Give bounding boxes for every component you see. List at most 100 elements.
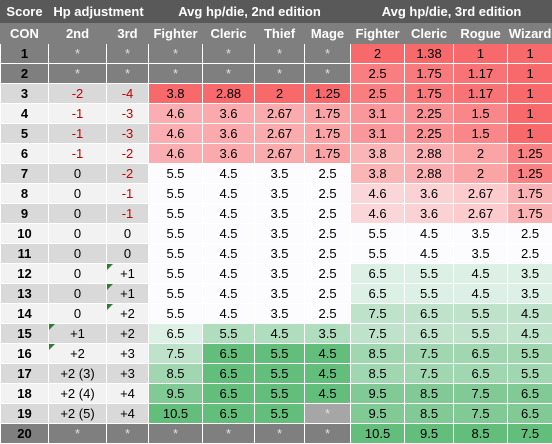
avg-3rd-cell: 3.1 (351, 104, 405, 124)
avg-3rd-cell: 4.6 (351, 184, 405, 204)
adj-3rd-cell: -2 (107, 144, 149, 164)
avg-3rd-cell: 2.5 (508, 244, 552, 264)
avg-3rd-cell: 2.67 (454, 184, 508, 204)
adj-2nd-cell: +2 (5) (49, 404, 107, 424)
score-cell: 14 (1, 304, 49, 324)
avg-2nd-cell: 5.5 (255, 364, 305, 384)
avg-2nd-cell: 3.5 (255, 204, 305, 224)
avg-2nd-cell: 5.5 (149, 264, 203, 284)
adj-2nd-cell: -1 (49, 104, 107, 124)
adj-2nd-cell: +2 (3) (49, 364, 107, 384)
avg-2nd-cell: 5.5 (149, 164, 203, 184)
avg-2nd-cell: 6.5 (203, 404, 255, 424)
avg-3rd-cell: 1.75 (508, 184, 552, 204)
avg-3rd-cell: 9.5 (351, 404, 405, 424)
avg-2nd-cell: 5.5 (149, 244, 203, 264)
avg-3rd-cell: 2.88 (405, 164, 454, 184)
adj-3rd-cell: * (107, 424, 149, 444)
adj-2nd-cell: * (49, 424, 107, 444)
avg-2nd-cell: 2.88 (203, 84, 255, 104)
avg-2nd-cell: 4.5 (203, 204, 255, 224)
adj-3rd-cell: -3 (107, 124, 149, 144)
avg-3rd-cell: 4.5 (454, 284, 508, 304)
avg-3rd-cell: 4.5 (405, 244, 454, 264)
avg-3rd-cell: 6.5 (508, 404, 552, 424)
score-cell: 7 (1, 164, 49, 184)
avg-2nd-cell: 2.5 (305, 244, 351, 264)
avg-2nd-cell: 4.5 (203, 224, 255, 244)
avg-2nd-cell: 1.75 (305, 144, 351, 164)
avg-2nd-cell: * (203, 424, 255, 444)
adj-2nd-cell: 0 (49, 224, 107, 244)
avg-2nd-cell: 6.5 (203, 384, 255, 404)
score-cell: 15 (1, 324, 49, 344)
avg-3rd-cell: 5.5 (508, 344, 552, 364)
avg-2nd-cell: 2 (255, 84, 305, 104)
avg-2nd-cell: * (305, 44, 351, 64)
column-header-2: 3rd (107, 23, 149, 44)
avg-2nd-cell: * (149, 64, 203, 84)
avg-3rd-cell: 7.5 (405, 344, 454, 364)
avg-2nd-cell: 1.75 (305, 104, 351, 124)
avg-2nd-cell: 5.5 (149, 284, 203, 304)
avg-2nd-cell: 4.5 (203, 264, 255, 284)
avg-2nd-cell: 3.5 (255, 224, 305, 244)
adj-2nd-cell: 0 (49, 304, 107, 324)
avg-3rd-cell: 2.25 (405, 104, 454, 124)
avg-3rd-cell: 1.38 (405, 44, 454, 64)
adj-2nd-cell: 0 (49, 244, 107, 264)
adj-2nd-cell: +2 (4) (49, 384, 107, 404)
avg-3rd-cell: 5.5 (508, 364, 552, 384)
avg-2nd-cell: 3.8 (149, 84, 203, 104)
avg-3rd-cell: 2.5 (351, 84, 405, 104)
adj-2nd-cell: -1 (49, 144, 107, 164)
avg-2nd-cell: 6.5 (203, 344, 255, 364)
avg-2nd-cell: 4.5 (203, 164, 255, 184)
adj-2nd-cell: 0 (49, 164, 107, 184)
adj-3rd-cell: +2 (107, 304, 149, 324)
avg-3rd-cell: 8.5 (351, 344, 405, 364)
column-header-8: Cleric (405, 23, 454, 44)
avg-2nd-cell: 5.5 (255, 344, 305, 364)
avg-3rd-cell: 10.5 (351, 424, 405, 444)
column-header-10: Wizard (508, 23, 552, 44)
avg-2nd-edition-header: Avg hp/die, 2nd edition (149, 1, 351, 23)
avg-3rd-cell: 1.75 (405, 64, 454, 84)
avg-3rd-cell: 7.5 (351, 304, 405, 324)
avg-3rd-cell: 5.5 (351, 224, 405, 244)
score-cell: 10 (1, 224, 49, 244)
avg-3rd-cell: 7.5 (508, 424, 552, 444)
avg-2nd-cell: 5.5 (255, 384, 305, 404)
adj-3rd-cell: -3 (107, 104, 149, 124)
avg-3rd-cell: 7.5 (454, 384, 508, 404)
score-cell: 8 (1, 184, 49, 204)
avg-3rd-cell: 1.5 (454, 124, 508, 144)
avg-3rd-cell: 3.8 (351, 144, 405, 164)
avg-3rd-cell: 6.5 (351, 264, 405, 284)
avg-2nd-cell: * (305, 64, 351, 84)
avg-3rd-cell: 1.75 (508, 204, 552, 224)
avg-2nd-cell: * (255, 64, 305, 84)
avg-3rd-cell: 3.8 (351, 164, 405, 184)
avg-3rd-cell: 4.6 (351, 204, 405, 224)
score-cell: 17 (1, 364, 49, 384)
avg-2nd-cell: 7.5 (149, 344, 203, 364)
avg-3rd-cell: 3.5 (454, 224, 508, 244)
avg-2nd-cell: 4.5 (255, 324, 305, 344)
hp-adjustment-header: Hp adjustment (49, 1, 149, 23)
avg-2nd-cell: 3.5 (255, 264, 305, 284)
avg-3rd-cell: 2 (454, 144, 508, 164)
avg-3rd-cell: 5.5 (405, 284, 454, 304)
score-cell: 20 (1, 424, 49, 444)
avg-3rd-cell: 6.5 (405, 304, 454, 324)
adj-3rd-cell: 0 (107, 244, 149, 264)
avg-3rd-cell: 6.5 (351, 284, 405, 304)
avg-3rd-cell: 6.5 (405, 324, 454, 344)
